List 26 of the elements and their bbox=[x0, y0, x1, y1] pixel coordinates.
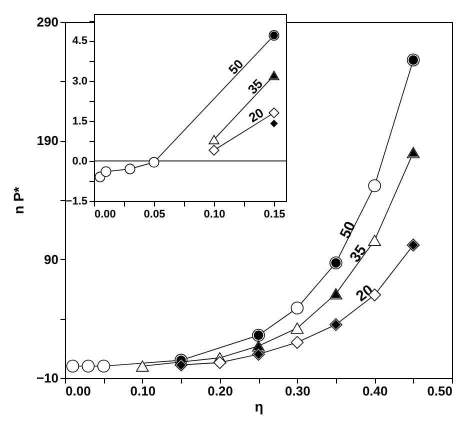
y-axis-title: n P* bbox=[10, 186, 26, 214]
x-tick-label: 0.05 bbox=[144, 208, 166, 220]
text: 50 bbox=[225, 56, 246, 78]
x-tick-label: 0.40 bbox=[362, 384, 388, 398]
y-tick-label: 90 bbox=[44, 252, 58, 267]
text: 50 bbox=[336, 218, 360, 242]
x-tick-label: 0.30 bbox=[285, 384, 310, 398]
text: 35 bbox=[244, 76, 266, 97]
y-tick-label: 0.0 bbox=[72, 155, 88, 168]
y-tick-label: −10 bbox=[36, 370, 58, 386]
y-tick-label: 3.0 bbox=[72, 75, 88, 88]
x-tick-label: 0.20 bbox=[208, 384, 233, 398]
y-tick-label: 1.5 bbox=[72, 115, 88, 128]
x-tick-label: 0.00 bbox=[66, 384, 91, 398]
x-tick-label: 0.00 bbox=[94, 208, 116, 220]
text: 35 bbox=[346, 242, 370, 266]
y-tick-label: −1.5 bbox=[66, 196, 88, 208]
y-tick-label: 190 bbox=[36, 133, 58, 148]
x-tick-label: 0.50 bbox=[427, 384, 452, 398]
x-tick-label: 0.15 bbox=[264, 208, 286, 220]
x-tick-label: 0.10 bbox=[130, 384, 156, 398]
y-tick-label: 4.5 bbox=[72, 35, 88, 48]
x-axis-title: η bbox=[254, 398, 264, 414]
y-tick-label: 290 bbox=[36, 14, 58, 30]
x-tick-label: 0.10 bbox=[204, 208, 226, 220]
text: 20 bbox=[246, 104, 266, 126]
